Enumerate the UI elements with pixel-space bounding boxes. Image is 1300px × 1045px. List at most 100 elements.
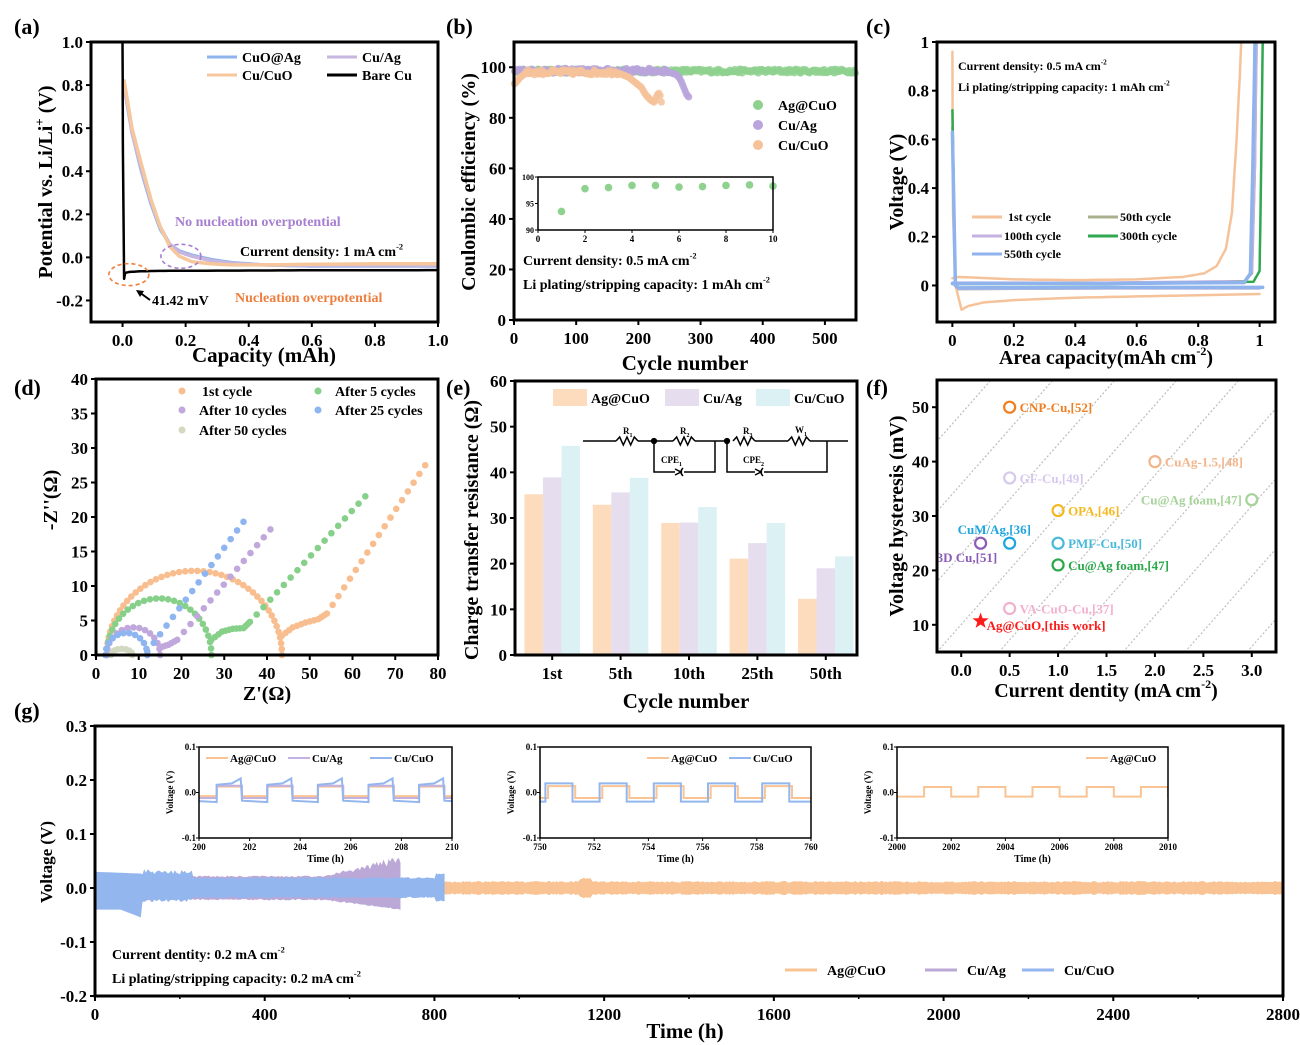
bar-ag-cuo-50th xyxy=(798,598,817,655)
data-label: Cu@Ag foam,[47] xyxy=(1141,493,1242,508)
annotation-current-density: Current density: 1 mA cm-2 xyxy=(240,243,403,260)
data-point xyxy=(188,587,196,595)
legend-label: 300th cycle xyxy=(1120,229,1178,243)
resistor-r3-icon xyxy=(732,435,756,447)
inset-y-tick-label: 90 xyxy=(526,226,534,235)
data-point xyxy=(656,92,664,100)
data-label: CNP-Cu,[52] xyxy=(1020,400,1093,415)
data-point xyxy=(141,626,149,634)
x-tick-label: 50th xyxy=(810,664,843,683)
data-point xyxy=(126,629,133,637)
inset-chart-3: 2000 2002 2004 2006 2008 2010 -0.1 0.0 0.1 Time (… xyxy=(863,742,1178,865)
no-nucleation-ellipse xyxy=(160,243,202,270)
data-point xyxy=(421,461,429,469)
series-line-cu-ag xyxy=(122,85,438,268)
data-point xyxy=(137,585,144,592)
data-point xyxy=(1148,455,1162,469)
data-point xyxy=(268,612,276,619)
inset-legend-label: Ag@CuO xyxy=(230,753,277,765)
data-point xyxy=(220,581,228,588)
data-point xyxy=(144,648,151,655)
data-point xyxy=(362,493,369,500)
legend-label: Cu/Ag xyxy=(703,392,742,407)
data-point xyxy=(277,639,285,647)
data-point xyxy=(208,561,215,569)
chart-a: 0.0 0.2 0.4 0.6 0.8 1.0 -0.2 0.0 0.2 0.4 0.6 0.8 1.0… xyxy=(32,33,449,367)
circuit-wire xyxy=(653,441,675,473)
data-point xyxy=(207,597,214,604)
x-tick-label: 20 xyxy=(173,664,190,683)
inset-chart-2: 750 752 754 756 758 760 -0.1 0.0 0.1 Time (h) Volt… xyxy=(506,742,818,865)
x-tick-label: 0 xyxy=(948,331,957,350)
plot-area xyxy=(121,42,438,281)
inset-chart: 0 2 4 6 8 10 90 95 100 xyxy=(522,173,778,244)
x-tick-label: 5th xyxy=(609,664,633,683)
inset-legend-label: Cu/Ag xyxy=(312,753,343,765)
annotation-capacity: Li plating/stripping capacity: 0.2 mA cm… xyxy=(112,970,361,987)
y-tick-label: 0.4 xyxy=(62,162,84,181)
x-axis-title: Time (h) xyxy=(646,1019,723,1043)
y-tick-label: 50 xyxy=(912,398,929,417)
inset-x-axis-title: Time (h) xyxy=(307,854,344,865)
inset-data-point xyxy=(722,181,730,190)
data-point xyxy=(187,606,194,613)
x-axis-title: Current dentity (mA cm-2) xyxy=(994,677,1218,702)
inset-series-cu-cuo xyxy=(540,782,811,803)
chart-g: 0 400 800 1200 1600 2000 2400 2800 -0.2 -0.1 0.0 0.… xyxy=(37,717,1300,1043)
x-tick-label: 0.8 xyxy=(364,331,385,350)
data-point xyxy=(247,549,254,557)
legend-label: 1st cycle xyxy=(202,385,252,400)
plot-frame xyxy=(935,40,1277,324)
y-tick-label: 15 xyxy=(71,542,88,561)
data-point xyxy=(150,634,158,642)
legend-marker xyxy=(178,406,186,414)
y-tick-label: 0.6 xyxy=(908,130,929,149)
series-cu-cuo xyxy=(511,66,665,106)
data-point xyxy=(1003,400,1017,414)
y-tick-label: 10 xyxy=(71,577,88,596)
y-axis-title: Coulombic efficiency (%) xyxy=(458,73,480,291)
data-point xyxy=(253,541,261,549)
bar-cu-ag-5th xyxy=(611,492,630,655)
data-point xyxy=(200,604,208,612)
data-point xyxy=(404,488,412,495)
x-tick-label: 800 xyxy=(422,1005,448,1024)
data-point xyxy=(152,576,160,583)
y-tick-label: 100 xyxy=(481,58,507,77)
data-point xyxy=(341,515,349,522)
data-point xyxy=(240,581,247,589)
x-tick-label: 2400 xyxy=(1096,1005,1130,1024)
x-tick-label: 2.0 xyxy=(1144,661,1165,680)
data-point xyxy=(158,595,166,602)
legend-label: Cu/CuO xyxy=(794,392,845,407)
series-after-25-cycles xyxy=(102,518,247,659)
data-point xyxy=(323,610,331,617)
data-point xyxy=(199,620,207,628)
data-point xyxy=(1003,471,1017,485)
annotation-current-density: Current density: 0.5 mA cm-2 xyxy=(523,252,697,269)
data-point xyxy=(392,505,400,513)
data-point xyxy=(352,566,360,574)
data-point xyxy=(266,596,274,604)
stripping-curve-100th-cycle xyxy=(951,42,1258,284)
data-point xyxy=(1003,536,1017,550)
data-point xyxy=(346,575,354,582)
equivalent-circuit-diagram xyxy=(583,435,848,477)
diagonal-gridline xyxy=(937,380,1116,583)
data-point xyxy=(287,574,294,581)
diagonal-gridline xyxy=(1060,407,1276,652)
inset-x-tick-label: 204 xyxy=(293,842,307,852)
y-tick-label: 30 xyxy=(912,507,929,526)
data-point xyxy=(146,630,154,637)
series-line-bare-cu xyxy=(121,42,438,281)
y-tick-label: 25 xyxy=(71,473,88,492)
data-point xyxy=(685,93,693,101)
legend-label: After 50 cycles xyxy=(199,424,287,439)
inset-x-tick-label: 758 xyxy=(750,842,764,852)
data-label: Cu@Ag foam,[47] xyxy=(1068,558,1169,573)
data-point xyxy=(175,568,183,576)
data-point xyxy=(213,589,221,596)
inset-data-point xyxy=(628,181,636,190)
data-point xyxy=(147,578,154,586)
